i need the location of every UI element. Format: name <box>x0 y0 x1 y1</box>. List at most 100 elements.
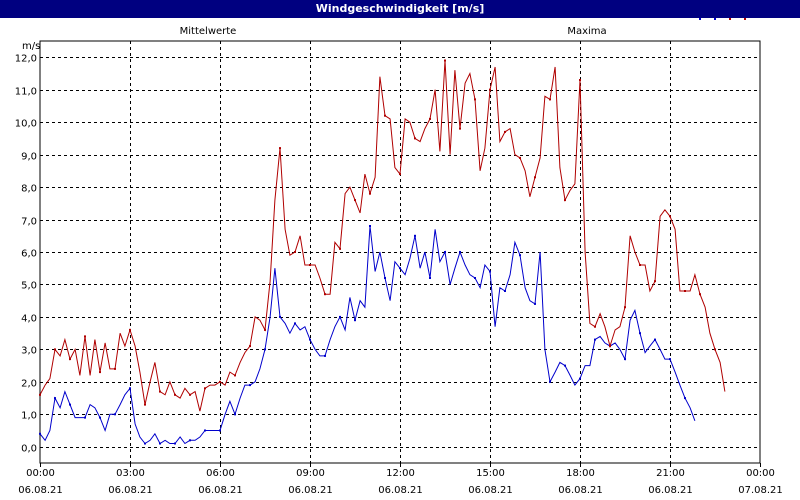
data-point <box>174 442 176 445</box>
data-point <box>384 114 386 117</box>
series-lines <box>39 18 746 445</box>
data-point <box>249 384 251 387</box>
data-point <box>309 264 311 266</box>
data-point <box>234 374 236 377</box>
data-point <box>69 358 71 361</box>
data-point <box>249 345 251 348</box>
data-point <box>699 18 701 20</box>
x-tick-date-label: 06.08.21 <box>468 485 513 496</box>
data-point <box>264 348 266 351</box>
x-tick-time-label: 15:00 <box>476 468 505 479</box>
data-point <box>594 325 596 328</box>
data-point <box>684 290 686 292</box>
x-tick-date-label: 06.08.21 <box>558 485 603 496</box>
data-point <box>624 358 626 361</box>
y-tick-label: 3,0 <box>21 346 37 357</box>
x-tick-time-label: 06:00 <box>206 468 235 479</box>
x-tick-time-label: 03:00 <box>116 468 145 479</box>
data-point <box>219 429 221 432</box>
data-point <box>684 397 686 400</box>
chart-panel: 0,0 1,0 2,0 3,0 4,0 5,0 6,0 7,0 8,0 9,0 10,0 11,0 12… <box>0 18 800 500</box>
data-point <box>279 315 281 318</box>
data-point <box>39 393 41 396</box>
data-point <box>639 332 641 335</box>
data-point <box>489 270 491 273</box>
x-tick-time-label: 00:00 <box>26 468 55 479</box>
data-point <box>594 338 596 341</box>
data-point <box>504 290 506 292</box>
data-point <box>564 199 566 202</box>
data-point <box>654 338 656 341</box>
data-point <box>129 387 131 390</box>
legend-maxima: Maxima <box>567 26 606 37</box>
data-point <box>654 280 656 283</box>
data-point <box>414 234 416 237</box>
data-point <box>564 364 566 367</box>
data-point <box>339 315 341 318</box>
data-point <box>549 98 551 101</box>
data-point <box>534 176 536 179</box>
data-point <box>99 416 101 419</box>
data-point <box>669 358 671 361</box>
x-tick-time-label: 21:00 <box>656 468 685 479</box>
data-point <box>519 156 521 159</box>
data-point <box>324 354 326 357</box>
data-point <box>54 397 56 400</box>
x-tick-date-label: 06.08.21 <box>648 485 693 496</box>
data-point <box>669 215 671 218</box>
y-axis-label: m/s <box>22 41 40 52</box>
data-point <box>474 277 476 279</box>
data-point <box>444 59 446 62</box>
data-point <box>279 147 281 150</box>
data-point <box>459 127 461 130</box>
data-point <box>339 247 341 250</box>
x-tick-time-label: 18:00 <box>566 468 595 479</box>
y-tick-label: 10,0 <box>15 119 37 130</box>
data-point <box>69 403 71 406</box>
data-point <box>84 335 86 338</box>
y-tick-label: 1,0 <box>21 411 37 422</box>
data-point <box>84 416 86 419</box>
data-point <box>699 293 701 296</box>
x-tick-date-label: 07.08.21 <box>738 485 783 496</box>
y-tick-label: 6,0 <box>21 249 37 260</box>
data-point <box>399 267 401 270</box>
data-point <box>159 390 161 393</box>
y-axis-tick-labels: 0,0 1,0 2,0 3,0 4,0 5,0 6,0 7,0 8,0 9,0 10,0 11,0 12… <box>15 54 37 455</box>
y-tick-label: 4,0 <box>21 314 37 325</box>
data-point <box>189 439 191 442</box>
data-point <box>189 393 191 396</box>
data-point <box>399 173 401 176</box>
x-axis-tick-labels: 00:00 06.08.21 03:00 06.08.21 06:00 06.08.21 0… <box>18 468 783 496</box>
data-point <box>114 413 116 416</box>
chart-title-bar: Windgeschwindigkeit [m/s] <box>0 0 800 18</box>
legend-mittelwerte: Mittelwerte <box>180 26 237 37</box>
y-tick-label: 0,0 <box>21 444 37 455</box>
data-point <box>534 302 536 305</box>
data-point <box>39 432 41 435</box>
data-point <box>204 429 206 432</box>
data-point <box>384 277 386 279</box>
data-point <box>204 387 206 390</box>
data-point <box>714 18 716 20</box>
data-point <box>294 322 296 325</box>
y-tick-label: 9,0 <box>21 152 37 163</box>
data-point <box>99 371 101 374</box>
data-point <box>234 413 236 416</box>
data-point <box>354 199 356 202</box>
data-point <box>459 251 461 253</box>
data-point <box>744 18 746 20</box>
x-tick-time-label: 12:00 <box>386 468 415 479</box>
data-point <box>264 328 266 331</box>
y-tick-label: 8,0 <box>21 184 37 195</box>
data-point <box>639 264 641 266</box>
x-tick-time-label: 00:00 <box>746 468 775 479</box>
y-tick-label: 7,0 <box>21 217 37 228</box>
data-point <box>444 251 446 253</box>
x-tick-time-label: 09:00 <box>296 468 325 479</box>
data-point <box>309 338 311 341</box>
data-point <box>369 225 371 227</box>
data-point <box>219 380 221 383</box>
data-point <box>489 88 491 91</box>
x-tick-date-label: 06.08.21 <box>198 485 243 496</box>
